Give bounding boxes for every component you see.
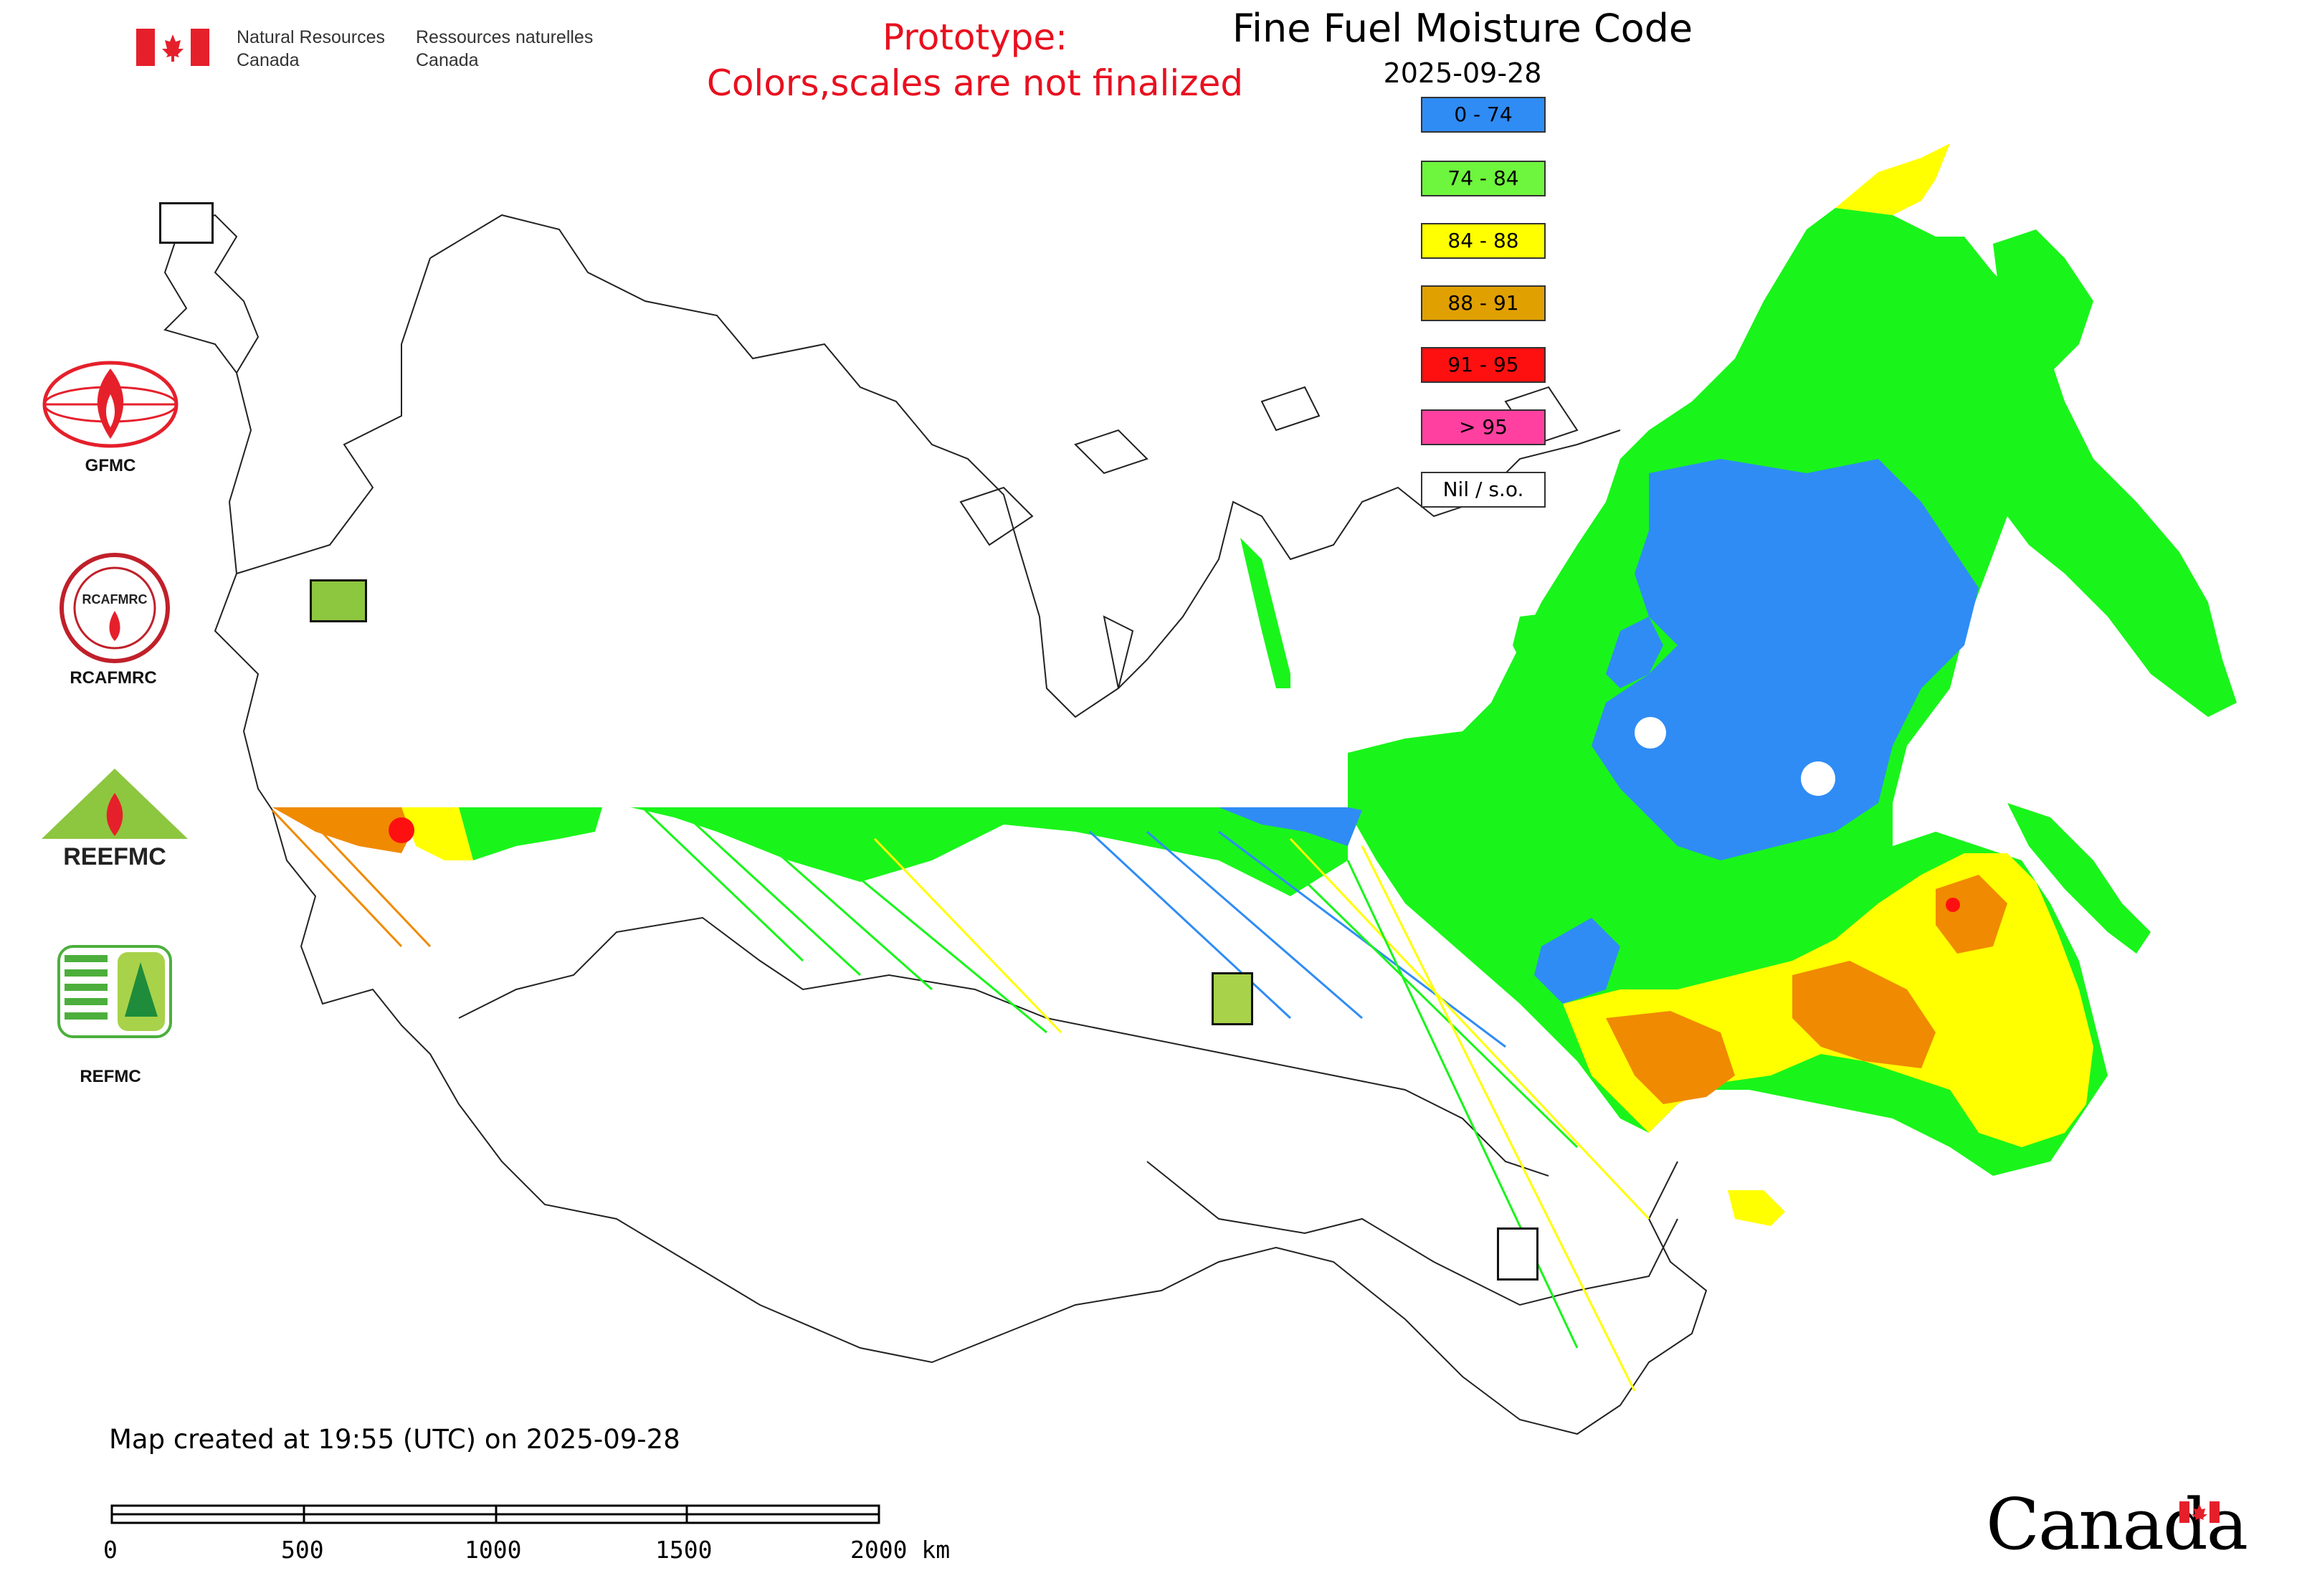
ffmc-region-yellow-north xyxy=(1835,143,1950,215)
legend-label: Nil / s.o. xyxy=(1442,478,1524,501)
canada-wordmark: Canada xyxy=(1986,1484,2248,1566)
org-label-refmc: REFMC xyxy=(80,1067,141,1086)
map-date: 2025-09-28 xyxy=(1383,57,1542,89)
western-borders xyxy=(214,257,431,811)
ffmc-region-blue xyxy=(1592,459,1979,860)
ffmc-region-blue-west xyxy=(1606,617,1663,688)
reefmc-logo-icon: REEFMC xyxy=(42,769,188,870)
prototype-line2: Colors,scales are not finalized xyxy=(706,62,1244,104)
dept-en-line1: Natural Resources xyxy=(237,27,386,47)
dept-fr-line1: Ressources naturelles xyxy=(416,27,594,47)
ffmc-region-novaya-zemlya xyxy=(1240,538,1290,688)
scale-tick-0: 0 xyxy=(103,1536,118,1564)
department-name-en: Natural Resources Canada xyxy=(237,26,401,72)
legend-item-84-88: 84 - 88 xyxy=(1421,223,1546,259)
prototype-line1: Prototype: xyxy=(882,16,1068,58)
legend-label: 91 - 95 xyxy=(1447,353,1519,376)
rcafmrc-logo-icon: RCAFMRC xyxy=(60,553,170,663)
refmc-map-marker-icon xyxy=(1212,972,1253,1025)
scale-tick-1500: 1500 xyxy=(655,1536,713,1564)
map-outlines xyxy=(163,214,1708,1435)
canada-flag-icon xyxy=(136,29,209,66)
scale-tick-1000: 1000 xyxy=(465,1536,522,1564)
ffmc-swath-west xyxy=(271,807,1650,1392)
rcafmrc-map-marker-icon xyxy=(1497,1227,1538,1281)
reefmc-map-marker-icon xyxy=(310,579,367,622)
gfmc-logo-icon xyxy=(42,361,179,448)
ffmc-region-east xyxy=(1240,143,2237,1226)
svg-text:REEFMC: REEFMC xyxy=(63,843,166,870)
org-label-rcafmrc: RCAFMRC xyxy=(70,668,157,688)
legend-label: 84 - 88 xyxy=(1447,229,1519,252)
ffmc-region-kamchatka xyxy=(1993,229,2093,373)
wordmark-flag-icon xyxy=(2179,1501,2220,1523)
ffmc-swath-red-spot xyxy=(389,817,414,843)
southern-borders xyxy=(272,809,1708,1435)
ffmc-swath-streaks xyxy=(271,809,1650,1392)
ffmc-swath-blue xyxy=(1219,807,1362,846)
ffmc-region-red-spot xyxy=(1946,898,1960,912)
department-name-fr: Ressources naturelles Canada xyxy=(416,26,602,72)
legend-item-nil: Nil / s.o. xyxy=(1421,472,1546,508)
mongolia-china-border xyxy=(1146,1161,1678,1306)
nil-patch xyxy=(1635,717,1666,749)
svg-text:RCAFMRC: RCAFMRC xyxy=(82,592,148,607)
legend-item-gt-95: > 95 xyxy=(1421,409,1546,445)
ffmc-region-orange-2 xyxy=(1792,961,1936,1068)
legend-item-88-91: 88 - 91 xyxy=(1421,285,1546,321)
ffmc-region-arctic-island xyxy=(1513,609,1606,681)
prototype-notice: Prototype: Colors,scales are not finaliz… xyxy=(631,14,1319,106)
legend-item-74-84: 74 - 84 xyxy=(1421,161,1546,196)
ffmc-region-orange-1 xyxy=(1606,1011,1735,1104)
legend-label: 88 - 91 xyxy=(1447,291,1519,315)
legend-item-0-74: 0 - 74 xyxy=(1421,97,1546,133)
ffmc-region-korea xyxy=(1728,1190,1785,1226)
scale-tick-500: 500 xyxy=(281,1536,324,1564)
map-title: Fine Fuel Moisture Code xyxy=(1232,6,1693,51)
ffmc-region-sakhalin xyxy=(2007,803,2151,954)
scale-bar xyxy=(110,1504,880,1524)
gfmc-map-marker-icon xyxy=(159,202,214,244)
legend-label: 0 - 74 xyxy=(1454,103,1513,126)
ffmc-swath-yellow xyxy=(401,807,473,860)
northern-coastline xyxy=(163,214,1621,718)
legend-label: > 95 xyxy=(1459,415,1508,439)
ffmc-region-blue-south xyxy=(1534,918,1620,1004)
dept-fr-line2: Canada xyxy=(416,50,479,70)
ffmc-region-orange-3 xyxy=(1936,875,2007,954)
dept-en-line2: Canada xyxy=(237,50,300,70)
legend-item-91-95: 91 - 95 xyxy=(1421,347,1546,383)
ffmc-swath-green xyxy=(631,807,1348,896)
map-created-text: Map created at 19:55 (UTC) on 2025-09-28 xyxy=(109,1424,680,1455)
refmc-logo-icon xyxy=(57,945,172,1038)
legend-label: 74 - 84 xyxy=(1447,166,1519,190)
scale-tick-2000-km: 2000 km xyxy=(850,1536,951,1564)
nil-patch xyxy=(1801,761,1835,796)
arctic-islands xyxy=(959,386,1579,689)
org-label-gfmc: GFMC xyxy=(85,456,136,475)
ffmc-swath-green-left xyxy=(459,807,602,860)
